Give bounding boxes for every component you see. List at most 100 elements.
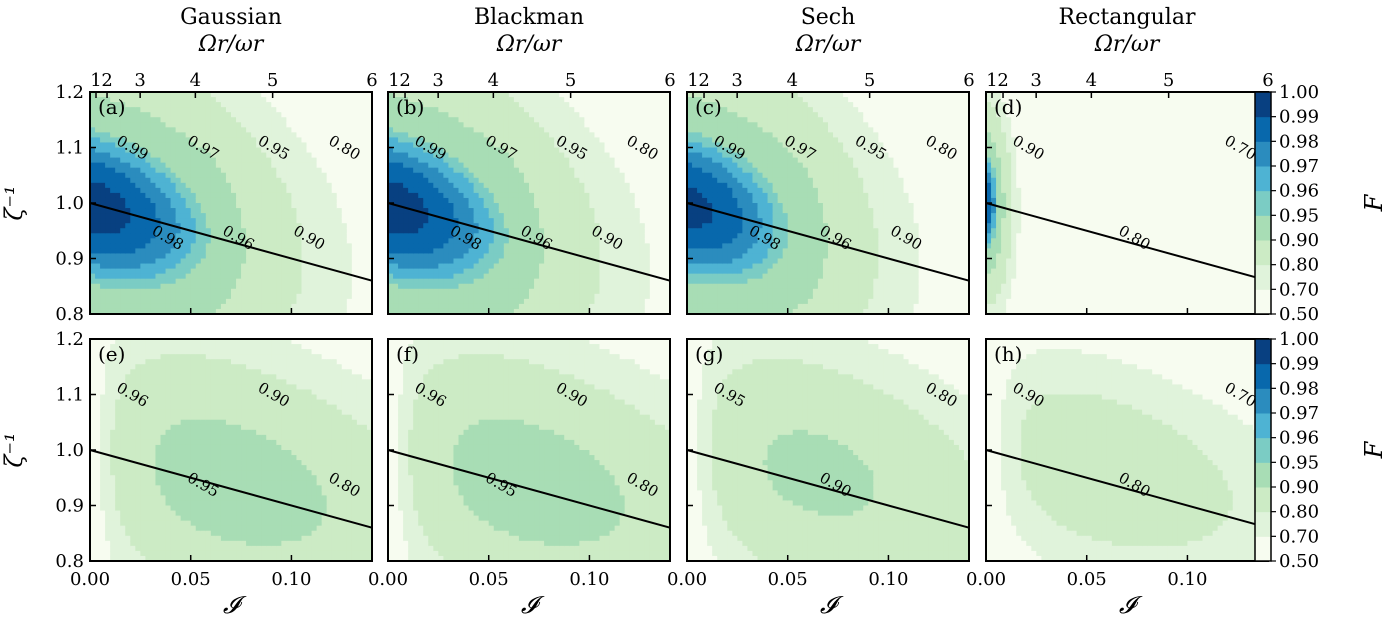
heatmap-cell [256, 289, 262, 295]
heatmap-cell [246, 198, 252, 204]
heatmap-cell [296, 173, 302, 179]
heatmap-cell [549, 127, 555, 133]
heatmap-cell [322, 97, 328, 103]
heatmap-cell [352, 112, 358, 118]
heatmap-cell [271, 284, 277, 290]
heatmap-cell [564, 253, 570, 259]
heatmap-cell [161, 132, 167, 138]
heatmap-cell [589, 158, 595, 164]
heatmap-cell [206, 269, 212, 275]
heatmap-cell [186, 198, 192, 204]
heatmap-cell [474, 259, 480, 265]
heatmap-cell [433, 284, 439, 290]
heatmap-cell [211, 102, 217, 108]
heatmap-cell [155, 264, 161, 270]
heatmap-cell [261, 279, 267, 285]
heatmap-cell [635, 213, 641, 219]
heatmap-cell [337, 102, 343, 108]
heatmap-cell [120, 213, 126, 219]
heatmap-cell [352, 269, 358, 275]
heatmap-cell [393, 243, 399, 249]
heatmap-cell [650, 193, 656, 199]
heatmap-cell [549, 178, 555, 184]
heatmap-cell [428, 198, 434, 204]
heatmap-cell [95, 294, 101, 300]
heatmap-cell [211, 228, 217, 234]
heatmap-cell [574, 193, 580, 199]
heatmap-cell [524, 243, 530, 249]
heatmap-cell [403, 168, 409, 174]
heatmap-cell [620, 173, 626, 179]
heatmap-cell [448, 173, 454, 179]
heatmap-cell [403, 142, 409, 148]
heatmap-cell [266, 188, 272, 194]
heatmap-cell [302, 163, 308, 169]
y-tick-label: 0.9 [55, 249, 84, 270]
heatmap-cell [574, 294, 580, 300]
heatmap-cell [276, 122, 282, 128]
heatmap-cell [640, 213, 646, 219]
heatmap-cell [620, 107, 626, 113]
heatmap-cell [347, 264, 353, 270]
heatmap-cell [105, 148, 111, 154]
heatmap-cell [130, 253, 136, 259]
heatmap-cell [140, 173, 146, 179]
heatmap-cell [499, 284, 505, 290]
heatmap-cell [130, 97, 136, 103]
heatmap-cell [130, 269, 136, 275]
heatmap-cell [544, 284, 550, 290]
heatmap-cell [95, 127, 101, 133]
heatmap-cell [640, 203, 646, 209]
heatmap-cell [236, 198, 242, 204]
heatmap-cell [469, 294, 475, 300]
heatmap-cell [357, 203, 363, 209]
heatmap-cell [211, 223, 217, 229]
heatmap-cell [559, 299, 565, 305]
heatmap-cell [196, 294, 202, 300]
heatmap-cell [459, 173, 465, 179]
heatmap-cell [317, 148, 323, 154]
heatmap-cell [499, 183, 505, 189]
heatmap-cell [504, 107, 510, 113]
heatmap-cell [640, 178, 646, 184]
heatmap-cell [499, 117, 505, 123]
heatmap-cell [327, 102, 333, 108]
heatmap-cell [191, 218, 197, 224]
heatmap-cell [145, 178, 151, 184]
heatmap-cell [625, 107, 631, 113]
heatmap-cell [312, 117, 318, 123]
heatmap-cell [418, 259, 424, 265]
heatmap-cell [589, 294, 595, 300]
heatmap-cell [161, 142, 167, 148]
heatmap-cell [125, 279, 131, 285]
heatmap-cell [504, 122, 510, 128]
heatmap-cell [428, 188, 434, 194]
heatmap-cell [327, 188, 333, 194]
heatmap-cell [413, 153, 419, 159]
heatmap-cell [645, 299, 651, 305]
heatmap-cell [610, 142, 616, 148]
heatmap-cell [610, 218, 616, 224]
heatmap-cell [660, 137, 666, 143]
heatmap-cell [469, 304, 475, 310]
heatmap-cell [574, 183, 580, 189]
heatmap-cell [236, 127, 242, 133]
heatmap-cell [211, 97, 217, 103]
heatmap-cell [413, 284, 419, 290]
heatmap-cell [337, 218, 343, 224]
heatmap-cell [453, 193, 459, 199]
heatmap-cell [489, 213, 495, 219]
heatmap-cell [660, 269, 666, 275]
heatmap-cell [438, 193, 444, 199]
heatmap-cell [166, 158, 172, 164]
heatmap-cell [125, 198, 131, 204]
heatmap-cell [201, 243, 207, 249]
heatmap-cell [120, 294, 126, 300]
heatmap-cell [140, 203, 146, 209]
heatmap-cell [514, 264, 520, 270]
heatmap-cell [135, 238, 141, 244]
heatmap-cell [539, 173, 545, 179]
heatmap-cell [256, 153, 262, 159]
heatmap-cell [564, 304, 570, 310]
heatmap-cell [584, 279, 590, 285]
